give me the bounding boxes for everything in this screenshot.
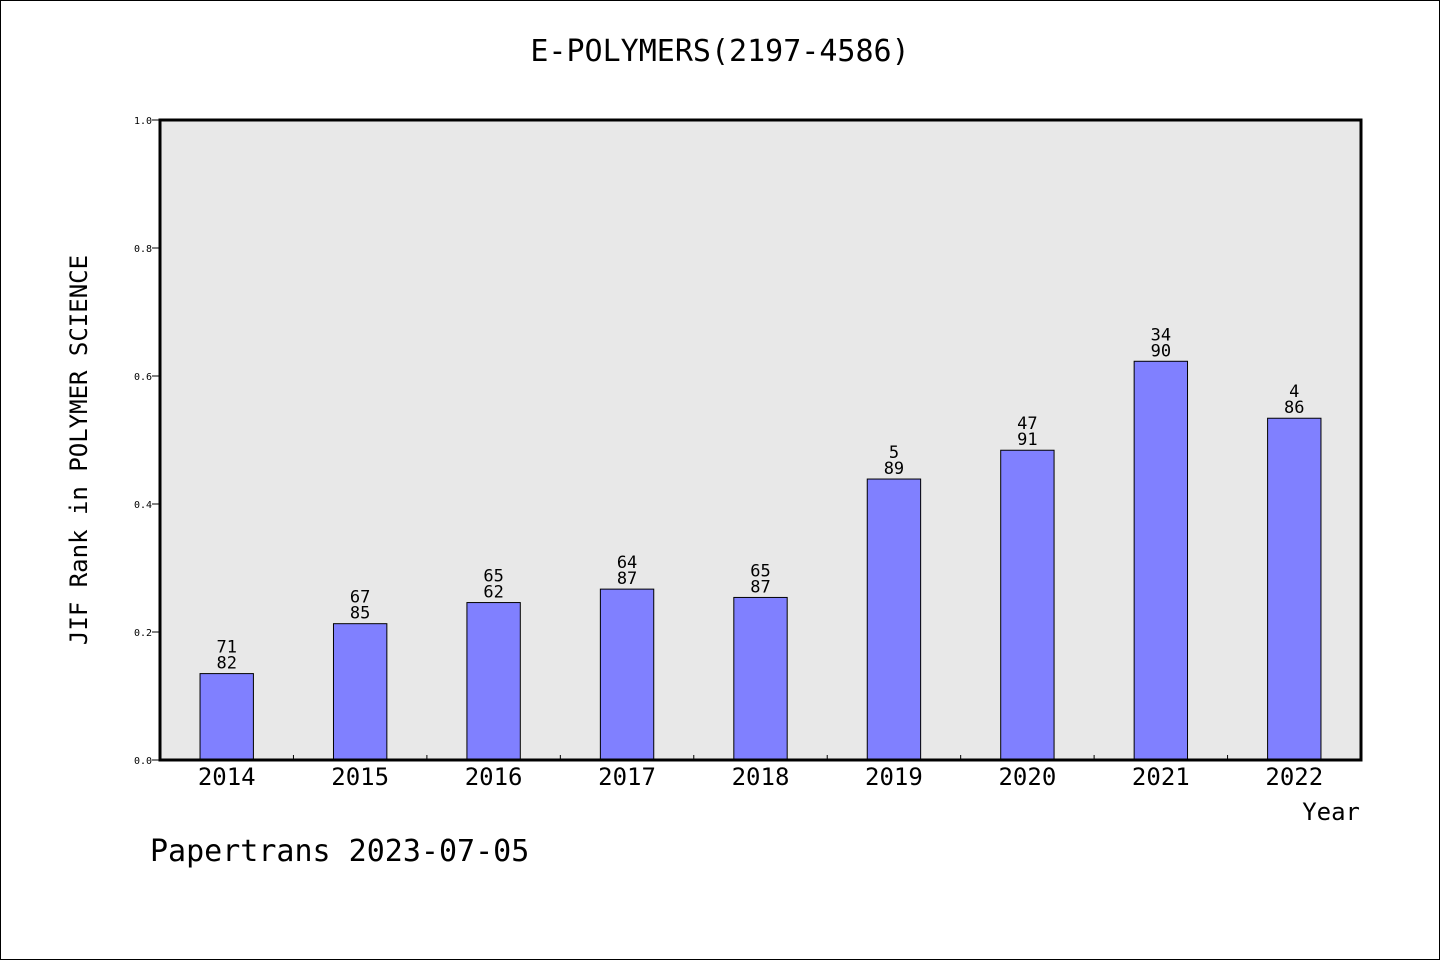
bar-label-top: 71 xyxy=(216,638,236,658)
x-tick-label: 2020 xyxy=(998,763,1056,791)
bar-2017 xyxy=(599,588,655,761)
y-axis: 0.0 0.2 0.4 0.6 0.8 1.0 xyxy=(134,116,160,767)
x-tick-label: 2022 xyxy=(1265,763,1323,791)
x-axis-label: Year xyxy=(1302,798,1360,826)
bar-label-top: 65 xyxy=(750,561,770,581)
y-tick-label: 0.8 xyxy=(134,244,152,255)
bar-2021 xyxy=(1133,360,1189,761)
bar-2018 xyxy=(733,596,788,761)
bar-label-bottom: 87 xyxy=(617,569,637,589)
bar-label-bottom: 89 xyxy=(884,459,904,479)
bar-label-bottom: 85 xyxy=(350,604,370,624)
bar-label-top: 47 xyxy=(1017,414,1037,434)
chart-title: E-POLYMERS(2197-4586) xyxy=(530,34,910,69)
bar-label-bottom: 91 xyxy=(1017,430,1037,450)
bar-label-top: 34 xyxy=(1151,325,1171,345)
bar-2020 xyxy=(1000,449,1055,761)
bar-2019 xyxy=(866,478,922,761)
y-tick-label: 0.2 xyxy=(134,628,152,639)
x-tick-label: 2018 xyxy=(732,763,790,791)
x-tick-label: 2017 xyxy=(598,763,656,791)
bar-2016 xyxy=(466,602,521,761)
bar-label-bottom: 87 xyxy=(750,577,770,597)
bar-label-top: 64 xyxy=(617,553,637,573)
bar-label-bottom: 62 xyxy=(483,583,503,603)
x-tick-label: 2014 xyxy=(198,763,256,791)
bar-label-bottom: 90 xyxy=(1151,341,1171,361)
bar-2014 xyxy=(199,673,254,761)
y-axis-label: JIF Rank in POLYMER SCIENCE xyxy=(65,254,93,646)
x-tick-label: 2019 xyxy=(865,763,923,791)
footer-text: Papertrans 2023-07-05 xyxy=(150,834,530,869)
x-tick-label: 2021 xyxy=(1132,763,1190,791)
bar-label-top: 4 xyxy=(1289,382,1299,402)
x-axis: 2014 2015 2016 2017 2018 2019 2020 2021 2022 xyxy=(198,755,1323,791)
plot-border xyxy=(158,118,1363,762)
bar-label-top: 65 xyxy=(483,567,503,587)
bar-label-bottom: 82 xyxy=(216,654,236,674)
bar-label-bottom: 86 xyxy=(1284,398,1304,418)
y-tick-label: 0.4 xyxy=(134,500,152,511)
bar-label-top: 67 xyxy=(350,588,370,608)
x-tick-label: 2015 xyxy=(331,763,389,791)
bar-2022 xyxy=(1267,417,1322,761)
y-tick-label: 0.0 xyxy=(134,756,152,767)
bar-2015 xyxy=(332,623,388,761)
y-tick-label: 1.0 xyxy=(134,116,152,127)
x-tick-label: 2016 xyxy=(465,763,523,791)
y-tick-label: 0.6 xyxy=(134,372,152,383)
bar-label-top: 5 xyxy=(889,443,899,463)
bars-group xyxy=(199,360,1322,761)
